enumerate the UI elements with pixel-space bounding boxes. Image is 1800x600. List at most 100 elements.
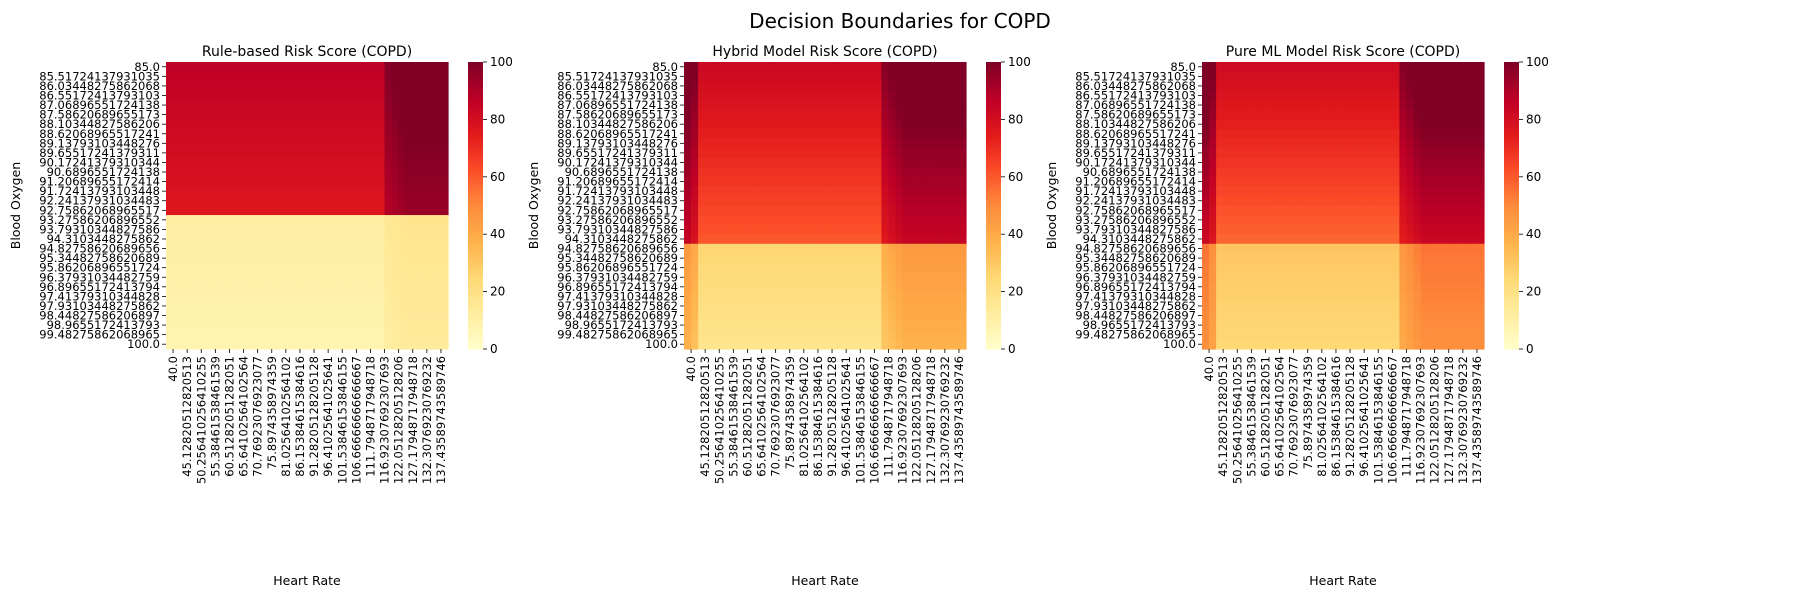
heatmap-cell [1476, 339, 1485, 350]
heatmap-cell [825, 234, 833, 245]
heatmap-cell [314, 215, 322, 226]
heatmap-cell [810, 167, 819, 178]
heatmap-cell [1392, 215, 1400, 226]
heatmap-cell [278, 224, 287, 235]
y-tick-label: 89.13793103448276 [39, 136, 160, 150]
heatmap-cell [243, 176, 252, 187]
heatmap-cell [440, 339, 449, 350]
heatmap-cell [1399, 62, 1408, 73]
heatmap-cell [1371, 71, 1379, 82]
colorbar-segment [1504, 248, 1519, 253]
heatmap-cell [356, 157, 364, 168]
heatmap-cell [1230, 167, 1238, 178]
heatmap-cell [1399, 148, 1408, 159]
heatmap-cell [1258, 176, 1267, 187]
heatmap-cell [895, 119, 904, 130]
colorbar-segment [1504, 234, 1519, 238]
heatmap-cell [1272, 329, 1281, 341]
heatmap-cell [278, 100, 287, 111]
heatmap-cell [810, 62, 819, 73]
heatmap-cell [1209, 157, 1217, 168]
heatmap-cell [825, 320, 833, 331]
heatmap-cell [1392, 243, 1400, 254]
y-tick-label: 86.03448275862068 [557, 79, 678, 93]
heatmap-cell [1455, 148, 1464, 159]
heatmap-cell [1469, 224, 1478, 235]
x-tick-label: 116.92307692307693 [896, 356, 910, 484]
heatmap-cell [271, 224, 280, 235]
heatmap-cell [740, 253, 749, 264]
heatmap-cell [1364, 243, 1372, 254]
y-tick-label: 95.86206896551724 [557, 261, 678, 275]
heatmap-cell [321, 62, 329, 73]
heatmap-cell [292, 138, 301, 149]
heatmap-cell [1357, 71, 1365, 82]
heatmap-cell [923, 186, 932, 197]
heatmap-cell [719, 320, 727, 331]
heatmap-cell [895, 109, 904, 120]
heatmap-cell [1350, 224, 1358, 235]
heatmap-cell [1230, 224, 1238, 235]
heatmap-cell [1223, 253, 1231, 264]
colorbar-segment [468, 277, 483, 281]
heatmap-cell [846, 291, 854, 302]
heatmap-cell [1258, 81, 1267, 92]
heatmap-cell [412, 205, 421, 216]
heatmap-cell [229, 243, 238, 254]
heatmap-cell [1364, 310, 1372, 321]
heatmap-cell [426, 291, 435, 302]
heatmap-cell [958, 71, 967, 82]
heatmap-cell [307, 138, 315, 149]
colorbar-segment [986, 122, 1001, 126]
heatmap-cell [825, 167, 833, 178]
heatmap-cell [1258, 138, 1267, 149]
heatmap-cell [684, 176, 692, 187]
heatmap-cell [405, 81, 414, 92]
heatmap-cell [1300, 90, 1309, 101]
heatmap-cell [839, 119, 847, 130]
heatmap-cell [412, 339, 421, 350]
heatmap-cell [363, 167, 372, 178]
colorbar-segment [986, 162, 1001, 166]
heatmap-cell [377, 224, 386, 235]
heatmap-cell [909, 90, 918, 101]
heatmap-cell [1413, 262, 1422, 274]
heatmap-cell [902, 81, 911, 92]
heatmap-cell [349, 205, 357, 216]
heatmap-cell [328, 215, 336, 226]
colorbar-segment [468, 102, 483, 106]
heatmap-cell [1307, 109, 1316, 120]
heatmap-cell [307, 310, 315, 321]
heatmap-cell [1392, 176, 1400, 187]
heatmap-cell [1230, 81, 1238, 92]
heatmap-cell [1385, 71, 1393, 82]
heatmap-cell [1455, 195, 1464, 207]
x-tick-label: 137.43589743589746 [1470, 356, 1484, 484]
heatmap-cell [747, 262, 756, 274]
heatmap-cell [895, 243, 904, 254]
heatmap-cell [1455, 90, 1464, 101]
heatmap-cell [691, 100, 699, 111]
heatmap-cell [166, 176, 174, 187]
heatmap-cell [930, 71, 939, 82]
colorbar-segment [468, 148, 483, 152]
heatmap-cell [1441, 339, 1450, 350]
heatmap-cell [1272, 119, 1281, 130]
heatmap-cell [1307, 100, 1316, 111]
heatmap-cell [201, 100, 209, 111]
heatmap-cell [951, 62, 960, 73]
heatmap-cell [307, 215, 315, 226]
heatmap-cell [1455, 176, 1464, 187]
heatmap-cell [1469, 157, 1478, 168]
heatmap-cell [377, 81, 386, 92]
heatmap-cell [867, 215, 875, 226]
heatmap-cell [782, 234, 791, 245]
heatmap-cell [839, 128, 847, 140]
heatmap-cell [1413, 71, 1422, 82]
heatmap-cell [1272, 205, 1281, 216]
heatmap-cell [867, 62, 875, 73]
heatmap-cell [1209, 272, 1217, 283]
heatmap-cell [1441, 138, 1450, 149]
heatmap-cell [412, 272, 421, 283]
heatmap-cell [1230, 109, 1238, 120]
